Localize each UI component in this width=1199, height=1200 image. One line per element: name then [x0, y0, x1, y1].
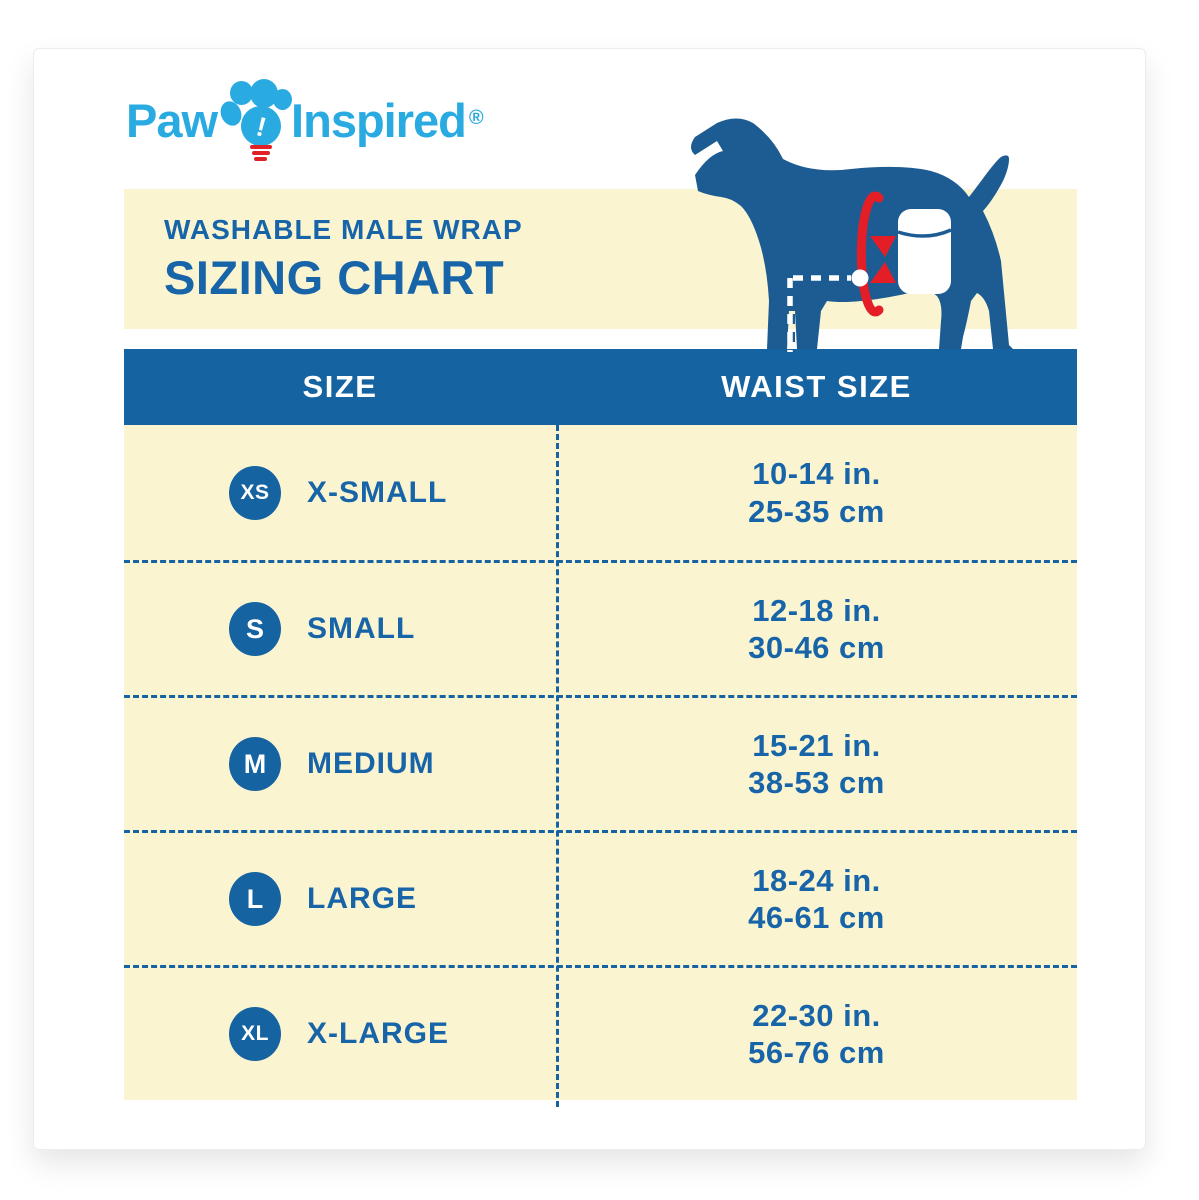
- table-row: XS X-SMALL 10-14 in. 25-35 cm: [124, 425, 1077, 560]
- table-body: XS X-SMALL 10-14 in. 25-35 cm S SMALL 12-18 in…: [124, 425, 1077, 1107]
- size-table: SIZE WAIST SIZE XS X-SMALL 10-14 in. 25-35 …: [124, 349, 1077, 1107]
- size-label: X-LARGE: [307, 1017, 449, 1050]
- size-label: MEDIUM: [307, 747, 435, 780]
- waist-arrow-arc: [856, 191, 884, 317]
- waist-arrow-down: [870, 236, 896, 257]
- size-badge: XS: [229, 465, 281, 520]
- waist-inches: 18-24 in.: [752, 862, 881, 898]
- table-header: SIZE WAIST SIZE: [124, 349, 1077, 425]
- waist-cm: 25-35 cm: [748, 493, 885, 529]
- lightbulb-icon: [241, 106, 282, 146]
- size-cell: L LARGE: [124, 872, 556, 926]
- bulb-screw-stripe-icon: [250, 145, 273, 149]
- bulb-screw-stripe-icon: [254, 157, 268, 161]
- size-badge: S: [229, 602, 281, 656]
- waist-size-cell: 15-21 in. 38-53 cm: [556, 727, 1077, 801]
- paw-toe-icon: [230, 81, 254, 105]
- size-label: SMALL: [307, 612, 416, 645]
- waist-size-cell: 12-18 in. 30-46 cm: [556, 592, 1077, 666]
- waist-size-cell: 18-24 in. 46-61 cm: [556, 862, 1077, 936]
- size-label: X-SMALL: [307, 475, 448, 509]
- waist-cm: 46-61 cm: [748, 900, 885, 935]
- table-row: L LARGE 18-24 in. 46-61 cm: [124, 830, 1077, 965]
- paw-lightbulb-icon: !: [217, 79, 293, 165]
- size-cell: M MEDIUM: [124, 737, 556, 791]
- waist-arrow-up: [870, 262, 896, 283]
- waist-size-cell: 10-14 in. 25-35 cm: [556, 455, 1077, 529]
- waist-inches: 15-21 in.: [752, 727, 881, 763]
- waist-inches: 10-14 in.: [752, 456, 881, 492]
- wrap-band: [898, 209, 951, 294]
- waist-size-cell: 22-30 in. 56-76 cm: [556, 997, 1077, 1071]
- table-row: M MEDIUM 15-21 in. 38-53 cm: [124, 695, 1077, 830]
- size-badge: M: [229, 737, 281, 791]
- wrap-band-seam: [897, 228, 952, 238]
- size-badge: XL: [229, 1007, 281, 1061]
- measure-guide-dashes: [787, 275, 851, 352]
- logo-word-inspired: Inspired: [291, 94, 467, 147]
- column-header-size: SIZE: [302, 369, 378, 404]
- table-row: XL X-LARGE 22-30 in. 56-76 cm: [124, 965, 1077, 1100]
- bulb-screw-stripe-icon: [252, 151, 271, 155]
- column-divider: [556, 425, 559, 1107]
- size-label: LARGE: [307, 882, 417, 915]
- logo-word-paw: Paw: [126, 94, 218, 147]
- sizing-chart-card: Paw ! Inspired ® WASHABLE MALE WRAP SIZI…: [33, 48, 1146, 1150]
- size-cell: XS X-SMALL: [124, 465, 556, 520]
- size-cell: XL X-LARGE: [124, 1007, 556, 1061]
- waist-cm: 38-53 cm: [748, 765, 885, 800]
- paw-inspired-logo: Paw ! Inspired ®: [126, 79, 484, 165]
- measure-point-dot: [851, 269, 869, 287]
- column-header-waist-size: WAIST SIZE: [721, 369, 912, 404]
- table-row: S SMALL 12-18 in. 30-46 cm: [124, 560, 1077, 695]
- chart-subtitle: WASHABLE MALE WRAP: [164, 213, 523, 245]
- waist-inches: 22-30 in.: [752, 997, 881, 1033]
- paw-toe-icon: [273, 89, 293, 110]
- waist-cm: 56-76 cm: [748, 1035, 885, 1070]
- waist-inches: 12-18 in.: [752, 592, 881, 628]
- registered-trademark: ®: [468, 107, 484, 129]
- dog-measurement-illustration: [691, 118, 1013, 352]
- dog-silhouette: [691, 118, 1013, 349]
- size-cell: S SMALL: [124, 602, 556, 656]
- size-badge: L: [229, 872, 281, 926]
- chart-title: SIZING CHART: [164, 250, 505, 304]
- lightbulb-shine-icon: !: [253, 111, 270, 143]
- waist-cm: 30-46 cm: [748, 630, 885, 665]
